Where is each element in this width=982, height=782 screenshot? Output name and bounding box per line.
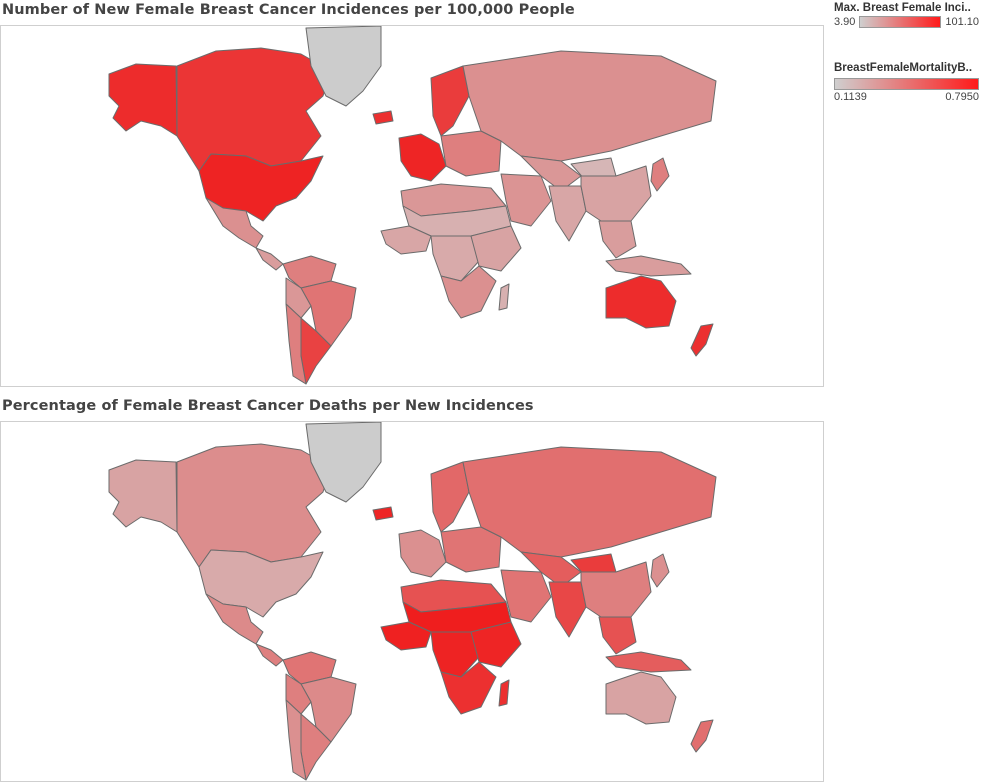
mortality-map[interactable] xyxy=(0,421,824,782)
region-southeast-asia[interactable] xyxy=(598,220,637,259)
region-peru-bolivia[interactable] xyxy=(285,277,312,319)
region-scandinavia[interactable] xyxy=(430,65,470,137)
incidence-legend-max: 101.10 xyxy=(945,16,979,28)
region-indonesia[interactable] xyxy=(605,255,692,277)
incidence-map-canvas[interactable] xyxy=(1,26,823,386)
region-mexico[interactable] xyxy=(205,197,264,249)
mortality-legend-min: 0.1139 xyxy=(834,91,867,103)
mortality-map-canvas[interactable] xyxy=(1,422,823,781)
region-eastern-europe[interactable] xyxy=(440,130,502,177)
region-peru-bolivia[interactable] xyxy=(285,673,312,715)
region-brazil[interactable] xyxy=(300,676,357,743)
region-central-asia[interactable] xyxy=(520,155,582,192)
region-east-africa[interactable] xyxy=(470,225,522,272)
region-central-america[interactable] xyxy=(255,247,284,271)
incidence-map[interactable] xyxy=(0,25,824,387)
bottom-map-title: Percentage of Female Breast Cancer Death… xyxy=(2,398,534,414)
incidence-legend-gradient xyxy=(859,16,942,28)
region-western-europe[interactable] xyxy=(398,133,447,182)
region-southern-africa[interactable] xyxy=(440,661,497,715)
region-alaska[interactable] xyxy=(108,63,178,137)
region-australia[interactable] xyxy=(605,275,677,329)
incidence-legend[interactable]: Max. Breast Female Inci.. 3.90 101.10 xyxy=(834,2,979,28)
region-iceland[interactable] xyxy=(372,110,394,125)
region-australia[interactable] xyxy=(605,671,677,725)
region-mexico[interactable] xyxy=(205,593,264,645)
region-western-europe[interactable] xyxy=(398,529,447,578)
region-russia[interactable] xyxy=(462,446,717,558)
region-east-africa[interactable] xyxy=(470,621,522,668)
region-greenland[interactable] xyxy=(305,26,382,107)
region-west-africa[interactable] xyxy=(380,225,432,255)
region-iceland[interactable] xyxy=(372,506,394,521)
mortality-legend-gradient xyxy=(834,78,979,90)
region-new-zealand[interactable] xyxy=(690,719,714,753)
region-new-zealand[interactable] xyxy=(690,323,714,357)
region-west-africa[interactable] xyxy=(380,621,432,651)
region-brazil[interactable] xyxy=(300,280,357,347)
incidence-legend-title: Max. Breast Female Inci.. xyxy=(834,2,971,14)
region-chile[interactable] xyxy=(285,699,307,781)
region-canada[interactable] xyxy=(176,47,332,172)
region-madagascar[interactable] xyxy=(498,283,510,311)
region-southern-africa[interactable] xyxy=(440,265,497,319)
region-russia[interactable] xyxy=(462,50,717,162)
region-madagascar[interactable] xyxy=(498,679,510,707)
region-chile[interactable] xyxy=(285,303,307,385)
region-japan[interactable] xyxy=(650,157,670,192)
region-central-america[interactable] xyxy=(255,643,284,667)
region-indonesia[interactable] xyxy=(605,651,692,673)
region-canada[interactable] xyxy=(176,443,332,568)
region-southeast-asia[interactable] xyxy=(598,616,637,655)
region-japan[interactable] xyxy=(650,553,670,588)
mortality-legend-max: 0.7950 xyxy=(945,91,979,103)
region-alaska[interactable] xyxy=(108,459,178,533)
mortality-legend-title: BreastFemaleMortalityB.. xyxy=(834,62,973,74)
region-india[interactable] xyxy=(548,185,587,242)
region-eastern-europe[interactable] xyxy=(440,526,502,573)
region-greenland[interactable] xyxy=(305,422,382,503)
incidence-legend-min: 3.90 xyxy=(834,16,856,28)
region-india[interactable] xyxy=(548,581,587,638)
mortality-legend[interactable]: BreastFemaleMortalityB.. 0.1139 0.7950 xyxy=(834,62,979,103)
region-central-asia[interactable] xyxy=(520,551,582,588)
top-map-title: Number of New Female Breast Cancer Incid… xyxy=(2,2,575,18)
region-scandinavia[interactable] xyxy=(430,461,470,533)
